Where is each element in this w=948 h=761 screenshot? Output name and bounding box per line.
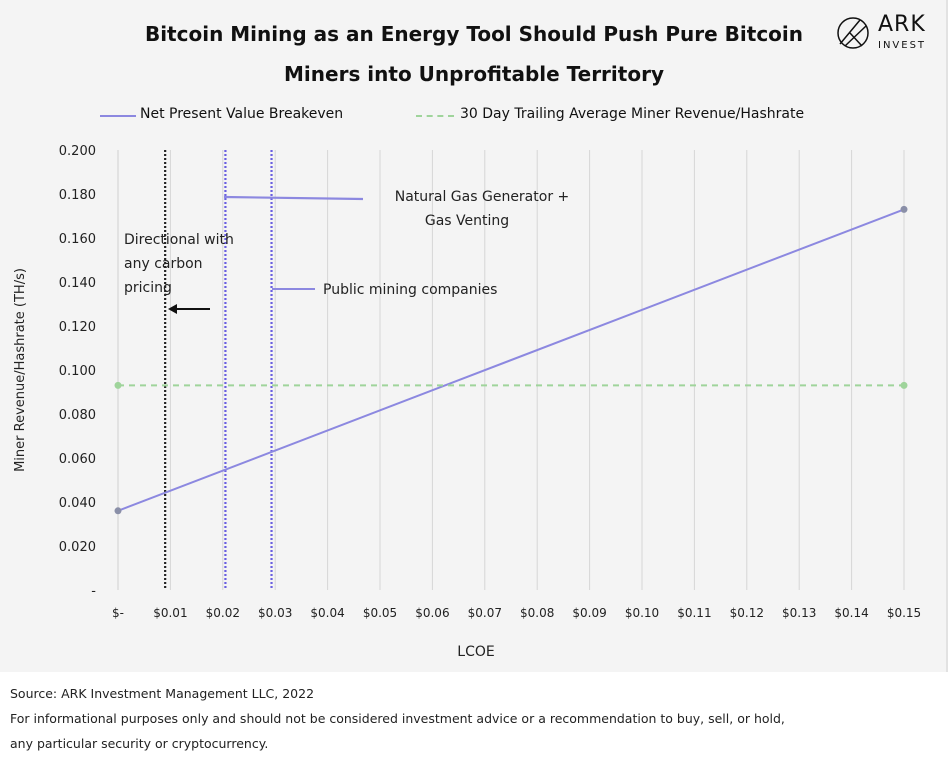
x-tick-label: $- <box>112 606 124 620</box>
y-tick-label: 0.020 <box>59 540 96 555</box>
reference-lines <box>164 150 273 590</box>
x-tick-label: $0.02 <box>206 606 240 620</box>
x-tick-label: $0.09 <box>572 606 606 620</box>
gas-pointer-line <box>223 195 364 201</box>
logo-invest-text: INVEST <box>878 40 927 51</box>
chart-plot: - 0.020 0.040 0.060 0.080 0.100 0.120 0.140 0.16… <box>13 144 921 660</box>
legend-npv-swatch <box>100 115 136 117</box>
annotation-carbon: Directional with any carbon pricing <box>124 228 234 300</box>
legend-revenue-swatch <box>416 115 454 117</box>
x-tick-label: $0.06 <box>415 606 449 620</box>
ark-invest-logo: ARK INVEST <box>836 12 936 58</box>
x-tick-label: $0.13 <box>782 606 816 620</box>
chart-gridlines <box>117 150 905 590</box>
y-tick-label: 0.040 <box>59 496 96 511</box>
annotation-gas-line2: Gas Venting <box>424 213 510 229</box>
annotation-carbon-line3: pricing <box>124 280 172 296</box>
annotation-gas-line1: Natural Gas Generator + <box>394 189 570 205</box>
y-axis-label: Miner Revenue/Hashrate (TH/s) <box>13 268 28 472</box>
x-tick-label: $0.14 <box>834 606 868 620</box>
chart-title-line1: Bitcoin Mining as an Energy Tool Should … <box>144 22 804 46</box>
legend-npv-label: Net Present Value Breakeven <box>140 106 344 122</box>
y-tick-label: 0.140 <box>59 276 96 291</box>
npv-breakeven-line <box>117 208 905 512</box>
x-tick-label: $0.10 <box>625 606 659 620</box>
carbon-arrow-head-icon <box>168 304 177 314</box>
x-tick-label: $0.12 <box>730 606 764 620</box>
ark-logo-icon <box>837 17 869 49</box>
disclaimer-line1: For informational purposes only and shou… <box>10 711 785 726</box>
chart-series <box>114 205 908 515</box>
x-tick-labels: $- $0.01 $0.02 $0.03 $0.04 $0.05 $0.06 $0.07 $0.… <box>112 606 921 620</box>
x-tick-label: $0.05 <box>363 606 397 620</box>
x-tick-label: $0.08 <box>520 606 554 620</box>
annotation-carbon-line1: Directional with <box>124 232 234 248</box>
logo-ark-text: ARK <box>878 12 926 37</box>
y-tick-label: 0.100 <box>59 364 96 379</box>
chart-legend: Net Present Value Breakeven 30 Day Trail… <box>0 104 948 128</box>
npv-point <box>114 507 122 515</box>
chart-title-line2: Miners into Unprofitable Territory <box>284 62 664 86</box>
disclaimer-line2: any particular security or cryptocurrenc… <box>10 736 269 751</box>
source-note: Source: ARK Investment Management LLC, 2… <box>10 686 315 701</box>
y-tick-label: 0.160 <box>59 232 96 247</box>
y-tick-label: 0.120 <box>59 320 96 335</box>
y-tick-labels: - 0.020 0.040 0.060 0.080 0.100 0.120 0.140 0.16… <box>59 144 97 599</box>
x-tick-label: $0.03 <box>258 606 292 620</box>
annotation-arrows <box>168 195 364 314</box>
x-tick-label: $0.15 <box>887 606 921 620</box>
annotation-gas: Natural Gas Generator + Gas Venting <box>382 185 582 233</box>
legend-revenue-label: 30 Day Trailing Average Miner Revenue/Ha… <box>460 106 805 122</box>
x-tick-label: $0.01 <box>153 606 187 620</box>
chart-panel <box>0 0 948 672</box>
y-tick-label: 0.200 <box>59 144 96 159</box>
y-tick-label: 0.060 <box>59 452 96 467</box>
annotation-carbon-line2: any carbon <box>124 256 203 272</box>
y-tick-label: 0.180 <box>59 188 96 203</box>
x-tick-label: $0.11 <box>677 606 711 620</box>
revenue-point <box>114 381 122 389</box>
revenue-point <box>900 381 908 389</box>
annotation-public: Public mining companies <box>323 282 498 298</box>
npv-point <box>900 205 908 213</box>
x-tick-label: $0.07 <box>468 606 502 620</box>
x-tick-label: $0.04 <box>310 606 344 620</box>
x-axis-label: LCOE <box>457 644 494 660</box>
y-tick-label: 0.080 <box>59 408 96 423</box>
y-tick-label: - <box>91 584 96 599</box>
